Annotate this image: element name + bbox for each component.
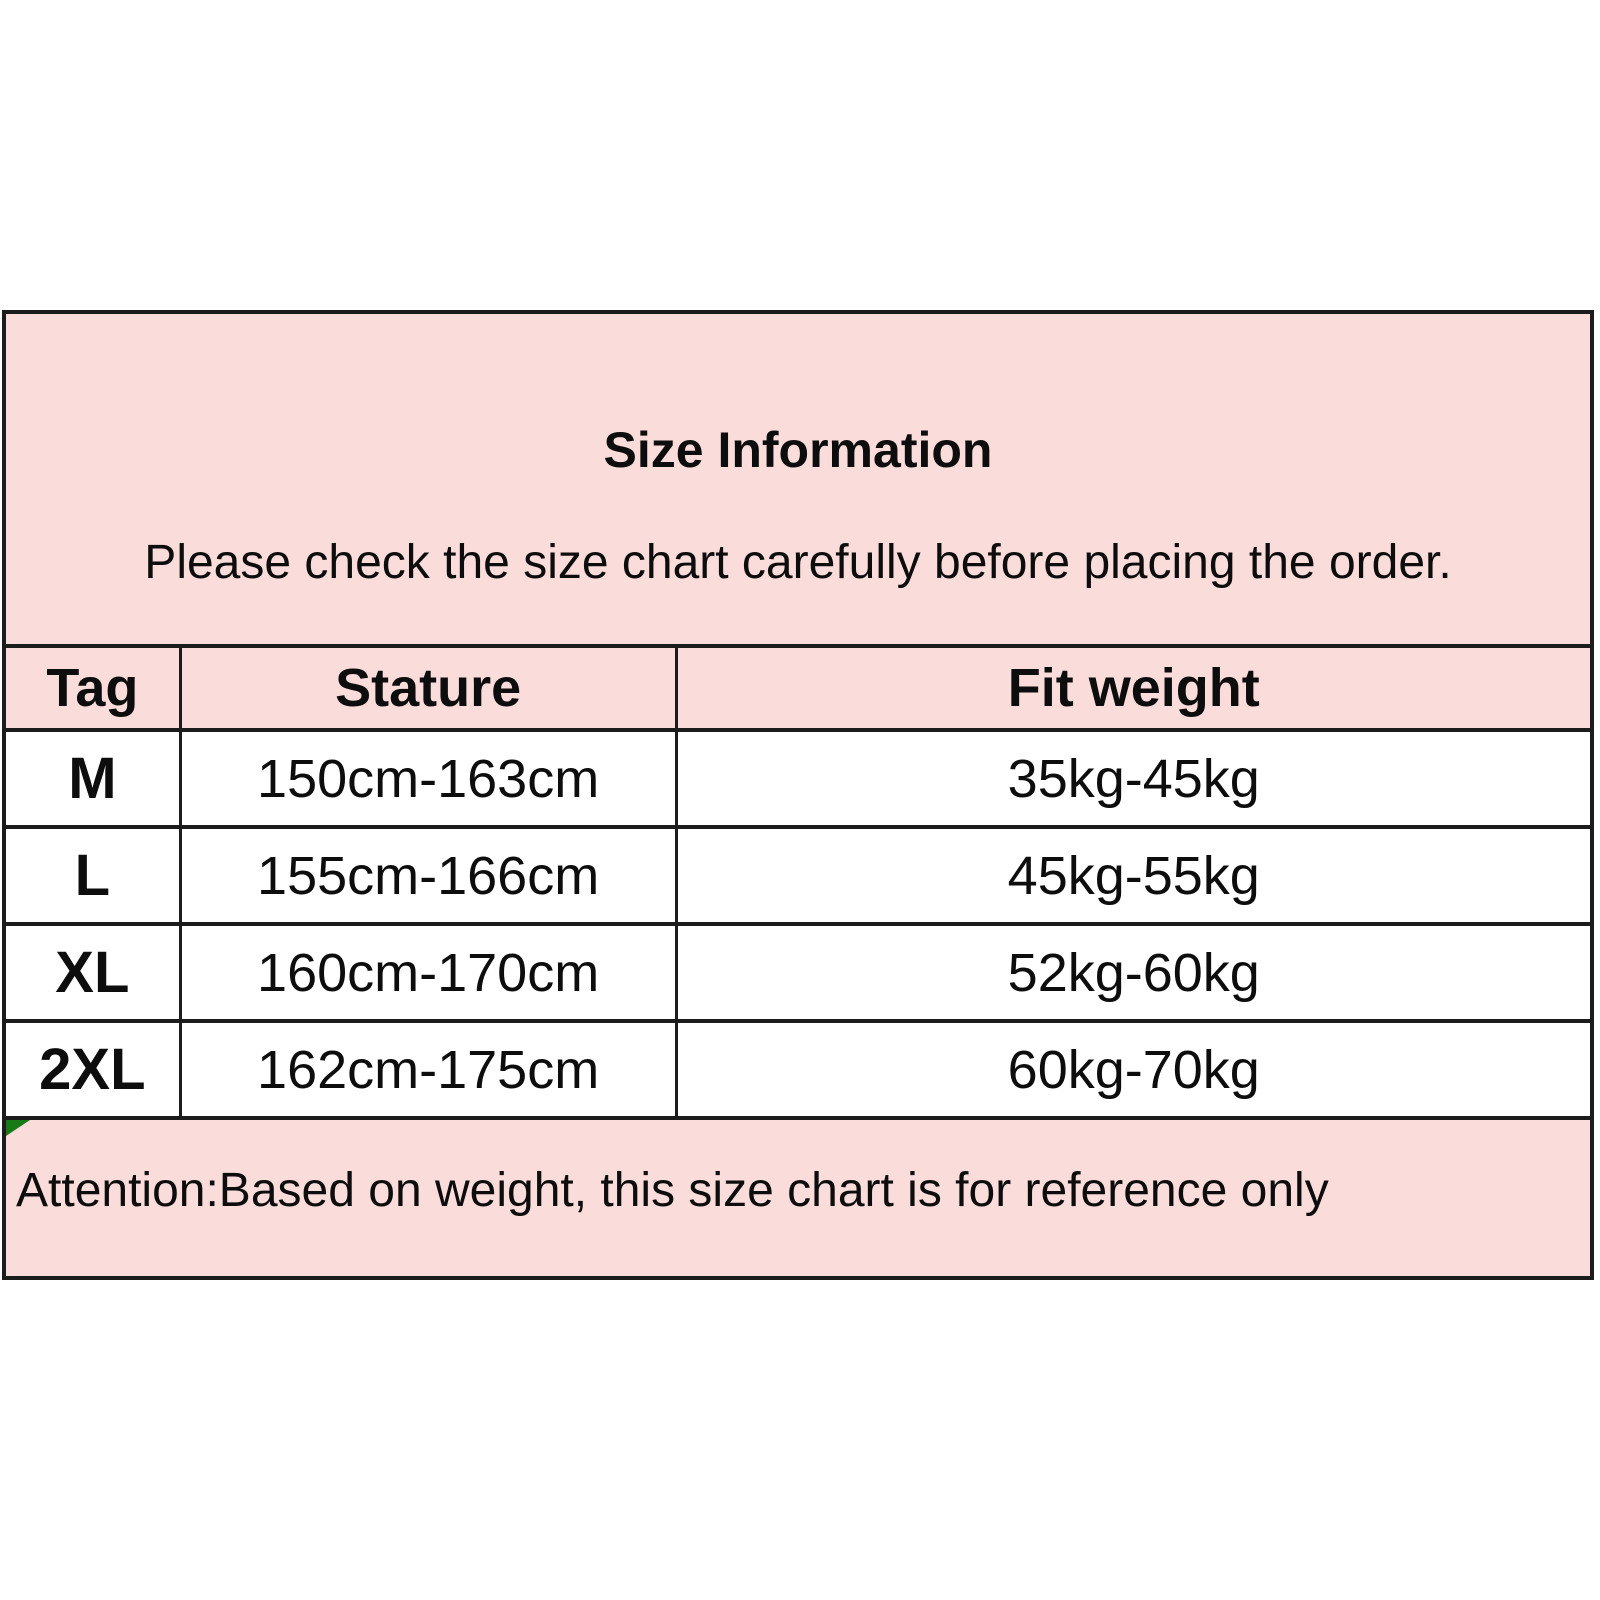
cell-stature: 162cm-175cm (178, 1019, 678, 1120)
green-corner-triangle-icon (6, 1120, 30, 1136)
table-row: L 155cm-166cm 45kg-55kg (6, 825, 1590, 926)
intro-section: Size Information Please check the size c… (6, 314, 1590, 644)
cell-tag: M (6, 728, 182, 829)
attention-bar: Attention:Based on weight, this size cha… (6, 1120, 1590, 1276)
table-row: M 150cm-163cm 35kg-45kg (6, 728, 1590, 829)
column-header-stature: Stature (178, 644, 678, 732)
cell-tag: L (6, 825, 182, 926)
column-header-fit-weight: Fit weight (674, 644, 1590, 732)
cell-fit-weight: 60kg-70kg (674, 1019, 1590, 1120)
size-table: Tag Stature Fit weight M 150cm-163cm 35k… (6, 644, 1590, 1120)
cell-stature: 155cm-166cm (178, 825, 678, 926)
cell-stature: 150cm-163cm (178, 728, 678, 829)
cell-fit-weight: 45kg-55kg (674, 825, 1590, 926)
cell-tag: 2XL (6, 1019, 182, 1120)
size-info-panel: Size Information Please check the size c… (2, 310, 1594, 1280)
attention-text: Attention:Based on weight, this size cha… (16, 1163, 1329, 1217)
intro-subtitle: Please check the size chart carefully be… (144, 536, 1452, 589)
cell-fit-weight: 35kg-45kg (674, 728, 1590, 829)
table-row: XL 160cm-170cm 52kg-60kg (6, 922, 1590, 1023)
cell-tag: XL (6, 922, 182, 1023)
page-title: Size Information (603, 422, 993, 478)
table-header-row: Tag Stature Fit weight (6, 644, 1590, 732)
cell-stature: 160cm-170cm (178, 922, 678, 1023)
cell-fit-weight: 52kg-60kg (674, 922, 1590, 1023)
column-header-tag: Tag (6, 644, 182, 732)
table-row: 2XL 162cm-175cm 60kg-70kg (6, 1019, 1590, 1120)
